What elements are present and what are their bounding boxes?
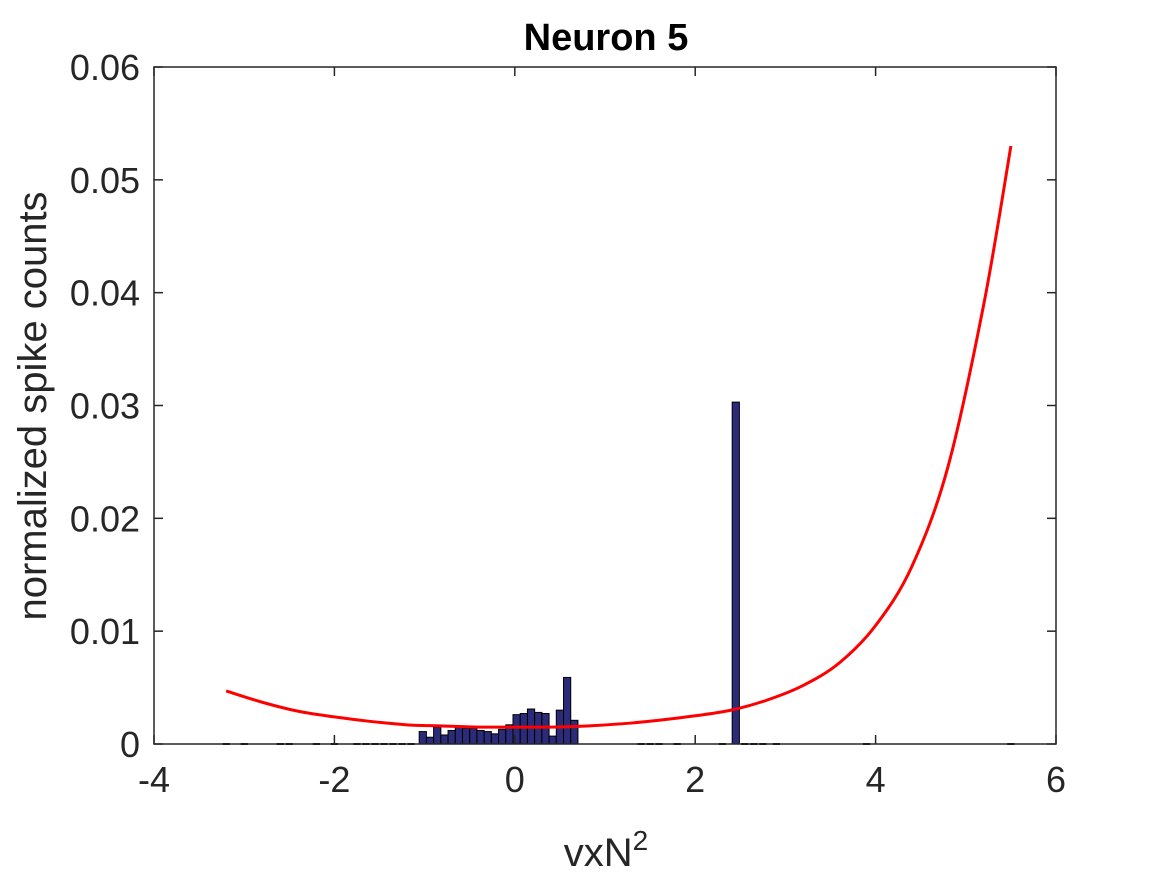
bar — [519, 713, 528, 745]
bar — [490, 733, 500, 745]
bar — [454, 725, 463, 745]
x-axis-label: vxN2 — [564, 825, 648, 875]
bar — [433, 726, 442, 745]
bar — [418, 731, 427, 745]
x-tick-label: -2 — [318, 759, 350, 800]
bar — [447, 729, 456, 745]
bar — [483, 731, 492, 745]
x-ticks-group: -4 -2 0 2 4 6 — [138, 67, 1066, 800]
bar — [498, 728, 507, 745]
bar — [425, 736, 435, 745]
x-tick-label: 2 — [685, 759, 705, 800]
bar — [541, 713, 550, 745]
bar — [476, 729, 485, 745]
bar — [440, 734, 449, 745]
fit-group — [225, 145, 1013, 729]
bar — [731, 401, 740, 745]
axes-box — [153, 66, 1057, 745]
x-tick-label: 0 — [505, 759, 525, 800]
y-tick-label: 0.04 — [70, 273, 140, 314]
x-tick-label: 6 — [1046, 759, 1066, 800]
axes-group — [153, 66, 1057, 745]
y-ticks-group: 0 0.01 0.02 0.03 0.04 0.05 0.06 — [70, 47, 1056, 765]
x-axis-label-superscript: 2 — [633, 825, 649, 856]
bar — [461, 727, 471, 745]
y-tick-label: 0.02 — [70, 498, 140, 539]
bar — [469, 727, 478, 745]
y-tick-label: 0.03 — [70, 386, 140, 427]
x-tick-label: -4 — [138, 759, 170, 800]
y-tick-label: 0.01 — [70, 611, 140, 652]
x-tick-label: 4 — [866, 759, 886, 800]
x-axis-label-base: vxN — [564, 831, 633, 875]
y-tick-label: 0.05 — [70, 160, 140, 201]
fit-curve-line — [225, 145, 1013, 729]
bars-group — [418, 401, 740, 745]
chart-title: Neuron 5 — [524, 17, 689, 59]
y-axis-label: normalized spike counts — [11, 191, 55, 620]
y-axis-label-group: normalized spike counts — [11, 191, 55, 620]
bar — [548, 735, 557, 745]
y-tick-label: 0 — [120, 724, 140, 765]
y-tick-label: 0.06 — [70, 47, 140, 88]
bar — [570, 719, 579, 745]
bar — [563, 676, 572, 745]
